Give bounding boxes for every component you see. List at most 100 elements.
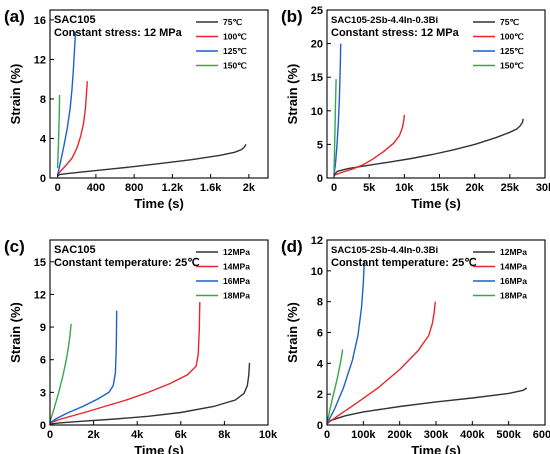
panel-label: (b)	[281, 7, 303, 26]
panel-subtitle: Constant temperature: 25℃	[331, 257, 477, 269]
y-tick-label: 4	[40, 133, 47, 145]
series-line-2	[327, 301, 436, 425]
plot-frame	[49, 239, 269, 426]
x-axis-label: Time (s)	[134, 196, 184, 211]
x-tick-label: 600k	[533, 429, 550, 441]
x-tick-label: 300k	[424, 429, 449, 441]
panel-label: (d)	[281, 237, 303, 256]
x-tick-label: 0	[324, 429, 330, 441]
series-line-2	[50, 301, 201, 424]
y-tick-label: 0	[40, 420, 46, 432]
panel-subtitle: Constant stress: 12 MPa	[54, 27, 183, 39]
series-line-4	[50, 323, 72, 422]
y-tick-label: 3	[40, 387, 46, 399]
x-tick-label: 2k	[243, 182, 256, 194]
y-axis-label: Strain (%)	[8, 64, 23, 125]
chart-panel-2: 0 5k 10k 15k 20k 25k 30k 0 5 10 15 20 25 Time (s) Stra…	[281, 5, 550, 211]
x-tick-label: 20k	[465, 182, 484, 194]
series-line-1	[50, 362, 251, 425]
legend-entry: 12MPa	[223, 247, 250, 257]
x-tick-label: 6k	[175, 429, 188, 441]
y-tick-label: 16	[34, 15, 46, 27]
x-tick-label: 15k	[430, 182, 449, 194]
legend-entry: 75℃	[223, 17, 242, 27]
legend-entry: 100℃	[223, 32, 247, 42]
y-tick-label: 25	[311, 5, 323, 17]
panel-label: (c)	[4, 237, 25, 256]
y-tick-label: 5	[317, 139, 323, 151]
y-tick-label: 15	[311, 72, 323, 84]
legend-entry: 14MPa	[223, 262, 250, 272]
x-tick-label: 100k	[351, 429, 376, 441]
y-axis-label: Strain (%)	[285, 302, 300, 363]
y-tick-label: 12	[34, 289, 46, 301]
series-line-3	[50, 310, 118, 424]
x-axis-label: Time (s)	[134, 443, 184, 454]
x-tick-label: 1.6k	[200, 182, 222, 194]
legend-entry: 16MPa	[223, 276, 250, 286]
chart-panel-4: 0 100k 200k 300k 400k 500k 600k 0 2 4 6 8 10 12 Time (…	[281, 235, 550, 454]
x-axis-label: Time (s)	[411, 196, 461, 211]
panel-subtitle: Constant temperature: 25℃	[54, 257, 200, 269]
y-tick-label: 6	[40, 355, 46, 367]
x-tick-label: 2k	[87, 429, 100, 441]
series-line-4	[327, 349, 344, 424]
x-tick-label: 500k	[496, 429, 521, 441]
series-line-3	[333, 43, 342, 175]
x-tick-label: 0	[55, 182, 61, 194]
y-tick-label: 0	[40, 173, 46, 185]
panel-subtitle: Constant stress: 12 MPa	[331, 27, 460, 39]
y-tick-label: 8	[317, 297, 323, 309]
chart-panel-1: 0 400 800 1.2k 1.6k 2k 0 4 8 12 16 Time (s) Strain (…	[4, 7, 269, 211]
legend-entry: 16MPa	[500, 276, 527, 286]
series-line-4	[56, 94, 61, 169]
y-tick-label: 10	[311, 106, 323, 118]
x-tick-label: 1.2k	[162, 182, 184, 194]
panel-title: SAC105	[54, 14, 96, 26]
plot-frame	[49, 9, 269, 179]
y-axis-label: Strain (%)	[285, 64, 300, 125]
x-tick-label: 25k	[501, 182, 520, 194]
y-tick-label: 0	[317, 173, 323, 185]
y-tick-label: 20	[311, 39, 323, 51]
x-tick-label: 10k	[395, 182, 414, 194]
x-tick-label: 8k	[218, 429, 231, 441]
series-line-2	[333, 114, 406, 176]
x-tick-label: 400k	[460, 429, 485, 441]
x-tick-label: 4k	[131, 429, 144, 441]
legend-entry: 18MPa	[500, 291, 527, 301]
panel-label: (a)	[4, 7, 25, 26]
series-line-3	[56, 31, 77, 176]
y-tick-label: 10	[311, 266, 323, 278]
series-line-1	[327, 387, 528, 425]
x-tick-label: 0	[47, 429, 53, 441]
series-line-1	[333, 118, 524, 176]
y-tick-label: 12	[34, 54, 46, 66]
y-tick-label: 15	[34, 257, 46, 269]
plot-frame	[326, 9, 546, 179]
legend-entry: 150℃	[223, 61, 247, 71]
legend-entry: 12MPa	[500, 247, 527, 257]
legend-entry: 100℃	[500, 32, 524, 42]
y-tick-label: 12	[311, 235, 323, 247]
legend-entry: 125℃	[223, 46, 247, 56]
series-line-2	[57, 81, 88, 176]
panel-title: SAC105-2Sb-4.4In-0.3Bi	[331, 245, 438, 256]
y-tick-label: 4	[317, 358, 324, 370]
x-tick-label: 10k	[259, 429, 278, 441]
x-tick-label: 200k	[387, 429, 412, 441]
legend-entry: 125℃	[500, 46, 524, 56]
panel-title: SAC105-2Sb-4.4In-0.3Bi	[331, 15, 438, 26]
x-tick-label: 0	[331, 182, 337, 194]
series-line-1	[57, 144, 247, 177]
legend-entry: 75℃	[500, 17, 519, 27]
panel-title: SAC105	[54, 244, 96, 256]
chart-panel-3: 0 2k 4k 6k 8k 10k 0 3 6 9 12 15 Time (s) Strain (%) (c…	[4, 237, 278, 454]
y-axis-label: Strain (%)	[8, 302, 23, 363]
legend-entry: 150℃	[500, 61, 524, 71]
legend-entry: 14MPa	[500, 262, 527, 272]
y-tick-label: 2	[317, 389, 323, 401]
series-line-3	[327, 259, 366, 424]
legend-entry: 18MPa	[223, 291, 250, 301]
